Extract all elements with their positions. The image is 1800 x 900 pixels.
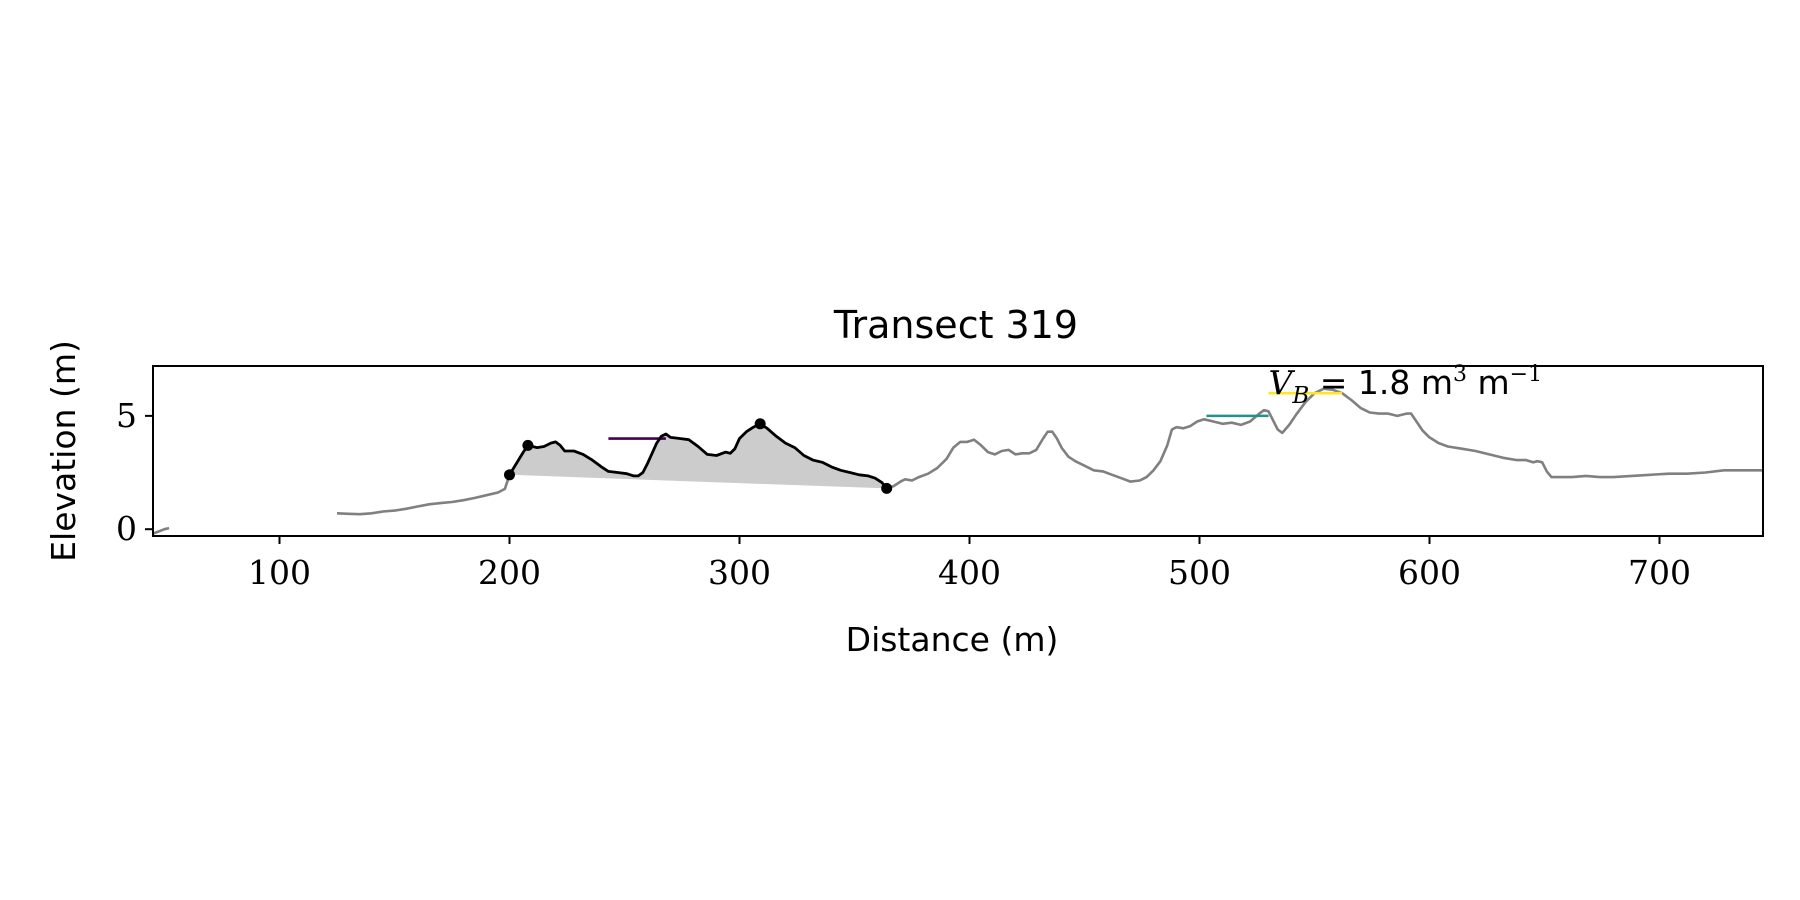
x-tick-label-700: 700	[1628, 553, 1691, 592]
dune-marker-2	[522, 439, 534, 451]
annotation-v: V	[1269, 363, 1296, 402]
y-tick-label-5: 5	[116, 396, 137, 435]
x-tick-label-300: 300	[708, 553, 771, 592]
profile-line-segment-1	[153, 526, 170, 535]
x-tick-label-500: 500	[1168, 553, 1231, 592]
dune-marker-3	[754, 418, 766, 430]
axis-ticks: 100 200 300 400 500 600 700 0 5	[116, 396, 1691, 592]
annotation-value: = 1.8 m	[1309, 363, 1453, 402]
x-tick-label-400: 400	[938, 553, 1001, 592]
profile-line-segment-3	[886, 387, 1763, 490]
x-axis-label: Distance (m)	[846, 620, 1059, 659]
axes-frame	[152, 365, 1764, 537]
annotation-sup1: 3	[1453, 362, 1467, 387]
x-tick-label-200: 200	[478, 553, 541, 592]
chart-title: Transect 319	[833, 303, 1078, 347]
x-tick-label-100: 100	[248, 553, 311, 592]
annotation-unit: m	[1467, 363, 1510, 402]
y-tick-label-0: 0	[116, 509, 137, 548]
dune-profile-line	[508, 422, 888, 490]
dune-marker-4	[881, 482, 893, 494]
y-axis-label: Elevation (m)	[44, 340, 83, 562]
plot-area	[153, 387, 1763, 535]
dune-marker-1	[504, 469, 515, 481]
profile-line-segment-2	[336, 474, 511, 516]
dune-volume-fill	[509, 423, 887, 489]
x-tick-label-600: 600	[1398, 553, 1461, 592]
annotation-sup2: −1	[1510, 362, 1542, 387]
volume-annotation-text: VB = 1.8 m3 m−1	[1269, 362, 1543, 409]
annotation-sub: B	[1291, 383, 1309, 409]
volume-annotation: VB = 1.8 m3 m−1	[1269, 362, 1543, 409]
